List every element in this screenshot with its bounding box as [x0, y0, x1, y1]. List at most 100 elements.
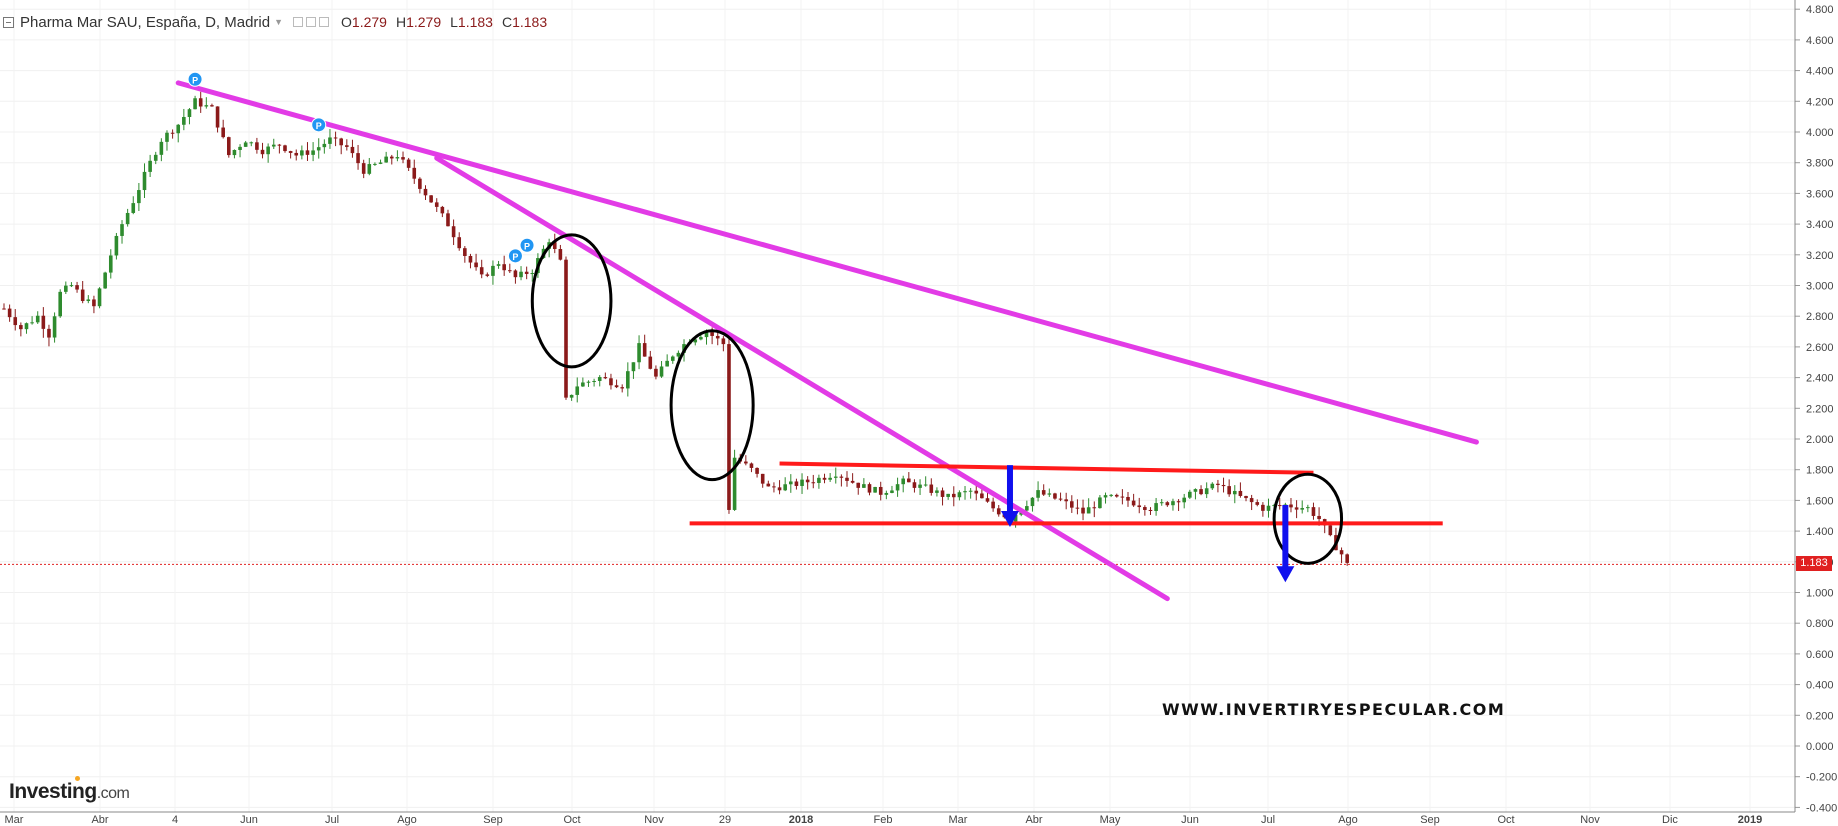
logo-dot-icon	[75, 776, 80, 781]
candle-body	[1114, 494, 1119, 497]
candle-body	[446, 213, 450, 227]
candle-body	[749, 463, 754, 468]
candle-body	[620, 387, 624, 389]
y-tick-label: 1.600	[1806, 495, 1834, 507]
candle-body	[727, 344, 731, 510]
candle-body	[7, 308, 12, 318]
candle-body	[198, 98, 203, 107]
candle-body	[654, 368, 658, 377]
open-value: 1.279	[351, 14, 387, 30]
close-icon[interactable]	[319, 17, 330, 27]
candle-body	[137, 190, 141, 204]
candle-body	[41, 315, 46, 329]
candle-body	[777, 487, 782, 491]
candle-body	[47, 328, 51, 338]
candle-body	[345, 145, 349, 147]
x-tick-label: May	[1100, 814, 1121, 826]
candle-body	[176, 124, 181, 134]
x-tick-label: Nov	[1580, 814, 1600, 826]
candle-body	[1289, 504, 1293, 508]
candle-body	[19, 325, 23, 330]
candle-body	[1182, 497, 1186, 503]
candle-body	[485, 274, 490, 276]
candle-body	[845, 477, 849, 481]
candle-body	[811, 482, 816, 484]
candle-body	[957, 492, 962, 498]
candle-body	[316, 147, 321, 151]
candle-body	[783, 484, 787, 491]
chevron-down-icon[interactable]: ▼	[274, 17, 284, 27]
settings-icon[interactable]	[293, 17, 304, 27]
candle-body	[1300, 508, 1305, 510]
time-axis[interactable]: Mar Abr 4 Jun Jul Ago Sep Oct Nov 29 2018 Feb Mar Abr…	[0, 811, 1795, 826]
x-tick-label: Nov	[644, 814, 664, 826]
x-tick-label: Jul	[325, 814, 339, 826]
candle-body	[80, 289, 85, 302]
candle-body	[479, 267, 484, 275]
candle-body	[856, 482, 861, 488]
candle-body	[817, 477, 821, 483]
candle-body	[35, 315, 40, 323]
candle-body	[429, 195, 433, 203]
candle-body	[204, 105, 209, 107]
down-arrow-icon	[1000, 510, 1019, 527]
candle-body	[131, 203, 136, 213]
high-label: H	[395, 14, 407, 30]
x-tick-label: Feb	[874, 814, 893, 826]
candle-body	[457, 237, 462, 249]
candle-body	[1103, 495, 1108, 498]
candle-body	[215, 106, 220, 128]
candle-body	[86, 299, 91, 302]
candle-body	[603, 377, 608, 379]
highlight-circle	[1272, 472, 1344, 565]
candle-body	[670, 356, 675, 361]
candle-body	[614, 385, 619, 388]
investing-logo[interactable]: Investing.com	[9, 776, 130, 804]
candle-body	[463, 248, 467, 256]
candle-body	[120, 224, 124, 236]
candle-body	[895, 484, 900, 491]
highlight-circle	[530, 233, 613, 369]
candle-body	[1036, 490, 1040, 498]
candle-body	[283, 145, 287, 152]
price-axis[interactable]: -0.400 -0.200 0.000 0.200 0.400 0.600 0.800 1.0…	[1794, 0, 1837, 814]
x-tick-label: Dic	[1662, 814, 1678, 826]
x-tick-label: Abr	[91, 814, 108, 826]
candle-body	[159, 141, 164, 155]
eye-icon[interactable]	[306, 17, 317, 27]
candle-body	[1216, 483, 1220, 485]
candle-body	[1109, 494, 1113, 496]
candle-body	[732, 457, 737, 510]
x-tick-label: Jun	[240, 814, 258, 826]
candle-body	[1120, 496, 1125, 498]
x-tick-label: Ago	[397, 814, 417, 826]
candle-body	[800, 479, 804, 486]
candle-body	[631, 362, 636, 372]
candle-body	[406, 159, 411, 168]
candle-body	[1030, 497, 1035, 507]
y-tick-label: 0.600	[1806, 649, 1834, 661]
y-tick-label: 1.800	[1806, 465, 1834, 477]
candle-body	[1210, 483, 1215, 489]
y-tick-label: 2.400	[1806, 373, 1834, 385]
ohlc-high: H1.279	[396, 14, 441, 30]
candle-body	[294, 152, 299, 156]
candle-body	[1176, 501, 1181, 503]
candle-body	[946, 493, 950, 497]
candle-body	[755, 467, 759, 474]
y-tick-label: 4.800	[1806, 4, 1834, 16]
candle-body	[328, 137, 332, 144]
candle-body	[1294, 507, 1299, 510]
candle-body	[339, 138, 343, 146]
candle-body	[1143, 507, 1147, 510]
candle-body	[1339, 550, 1344, 555]
candle-body	[890, 490, 894, 493]
candle-body	[401, 157, 405, 160]
y-tick-label: 4.200	[1806, 96, 1834, 108]
gridlines	[0, 0, 1795, 812]
collapse-icon[interactable]	[3, 16, 14, 28]
candle-body	[260, 149, 265, 155]
candle-body	[558, 249, 563, 260]
high-value: 1.279	[406, 14, 442, 30]
